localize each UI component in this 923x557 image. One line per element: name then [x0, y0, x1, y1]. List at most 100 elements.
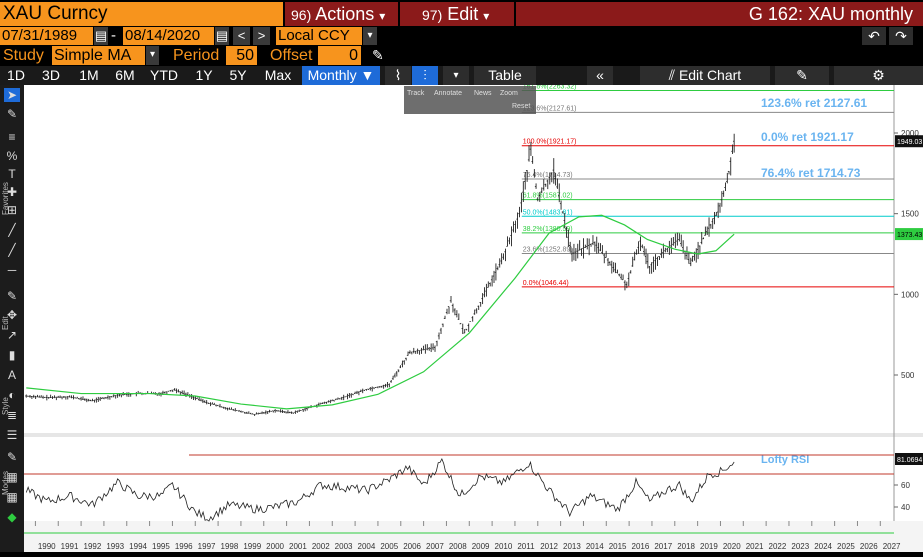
range-max[interactable]: Max	[264, 67, 292, 83]
undo-icon[interactable]: ↶	[862, 27, 886, 45]
pencil-icon[interactable]: ✎	[6, 289, 18, 303]
color-icon[interactable]: ◆	[7, 510, 17, 524]
prev-period-button[interactable]: <	[233, 27, 250, 45]
range-ytd[interactable]: YTD	[150, 67, 178, 83]
line-chart-icon[interactable]: ⌇	[385, 66, 411, 85]
line-width-icon[interactable]: ☰	[6, 428, 18, 442]
hline-tool-icon[interactable]: ─	[7, 263, 17, 277]
trash-icon[interactable]: ▮	[8, 348, 16, 362]
x-tick-label: 2002	[312, 542, 330, 551]
rsi-line	[25, 458, 735, 522]
x-tick-label: 2024	[814, 542, 832, 551]
calendar-icon[interactable]: ▤	[215, 27, 229, 45]
chevron-down-icon[interactable]: ▾	[363, 27, 377, 45]
actions-label: Actions	[315, 4, 375, 24]
chevron-down-icon[interactable]: ▾	[146, 46, 159, 65]
range-6m[interactable]: 6M	[115, 67, 135, 83]
rsi-last-tag	[895, 453, 923, 465]
fib-tool-icon[interactable]: ≡	[8, 130, 16, 144]
study-select[interactable]: Simple MA	[52, 46, 145, 65]
chart-title: G 162: XAU monthly	[516, 2, 923, 26]
rsi-tick-label: 40	[901, 503, 910, 512]
fib-annotation: 76.4% ret 1714.73	[761, 166, 861, 180]
bar-chart-icon[interactable]: ⫶	[412, 66, 438, 85]
actions-menu[interactable]: 96) Actions ▾	[285, 2, 398, 26]
fib-annotation: 123.6% ret 2127.61	[761, 96, 867, 110]
chart-panel[interactable]: 161.8%(2263.32) 123.6%(2127.61) 100.0%(192…	[24, 84, 923, 552]
text-tool-icon[interactable]: T	[8, 167, 16, 181]
title-bar: XAU Curncy 96) Actions ▾ 97) Edit ▾ G 16…	[0, 0, 923, 26]
edit-chart-label: Edit Chart	[678, 67, 742, 83]
offset-input[interactable]: 0	[318, 46, 361, 65]
reset-button[interactable]: Reset	[512, 103, 531, 110]
x-tick-label: 2013	[563, 542, 581, 551]
zoom-button[interactable]: Zoom	[500, 90, 518, 97]
range-1m[interactable]: 1M	[79, 67, 99, 83]
y-tick-label: 2000	[901, 129, 919, 138]
gear-icon[interactable]: ⚙	[834, 66, 923, 85]
font-icon[interactable]: A	[7, 368, 16, 382]
arrow-tool-icon[interactable]: ↗	[6, 328, 18, 342]
range-1y[interactable]: 1Y	[195, 67, 213, 83]
x-tick-label: 2017	[654, 542, 672, 551]
start-date-input[interactable]: 07/31/1989	[0, 27, 93, 45]
table-button[interactable]: Table	[474, 66, 536, 85]
redo-icon[interactable]: ↷	[889, 27, 913, 45]
x-tick-label: 1996	[175, 542, 193, 551]
calendar-icon[interactable]: ▤	[94, 27, 108, 45]
line-style-icon[interactable]: ≣	[6, 408, 18, 422]
edit-label: Edit	[447, 4, 479, 24]
fill-icon[interactable]: ◐	[8, 388, 16, 402]
pen-icon[interactable]: ✎	[6, 107, 18, 121]
move-icon[interactable]: ✥	[6, 308, 18, 322]
currency-select[interactable]: Local CCY	[276, 27, 362, 45]
news-button[interactable]: News	[474, 90, 492, 97]
x-tick-label: 2016	[632, 542, 650, 551]
date-separator: -	[111, 27, 116, 44]
ticker-field[interactable]: XAU Curncy	[0, 2, 283, 26]
fib-label: 61.8%(1587.02)	[523, 193, 573, 200]
chevron-down-icon[interactable]: ▾	[443, 66, 469, 85]
measure-icon[interactable]: ⊞	[6, 203, 18, 217]
end-date-input[interactable]: 08/14/2020	[123, 27, 214, 45]
draw-icon[interactable]: ✎	[775, 66, 829, 85]
mode-icon[interactable]: ▦	[6, 470, 18, 484]
edit-menu[interactable]: 97) Edit ▾	[400, 2, 514, 26]
ray-tool-icon[interactable]: ╱	[8, 243, 16, 257]
fib-annotation: 0.0% ret 1921.17	[761, 130, 854, 144]
y-tick-label: 1500	[901, 210, 919, 219]
cross-icon[interactable]: ✚	[6, 185, 18, 199]
price-chart[interactable]: 161.8%(2263.32) 123.6%(2127.61) 100.0%(192…	[24, 84, 923, 552]
pen-icon[interactable]: ✎	[6, 450, 18, 464]
fib-label: 76.4%(1714.73)	[523, 172, 573, 179]
grid-icon[interactable]: ▦	[6, 490, 18, 504]
line-tool-icon[interactable]: ╱	[8, 223, 16, 237]
x-tick-label: 2020	[723, 542, 741, 551]
range-1d[interactable]: 1D	[7, 67, 25, 83]
x-tick-label: 2019	[700, 542, 718, 551]
modes-label: Modes	[1, 470, 10, 495]
period-input[interactable]: 50	[226, 46, 257, 65]
x-tick-label: 1994	[129, 542, 147, 551]
next-period-button[interactable]: >	[253, 27, 270, 45]
range-3d[interactable]: 3D	[42, 67, 60, 83]
rsi-last-label: 81.0694	[897, 457, 922, 464]
pencil-icon[interactable]: ✎	[372, 47, 384, 63]
track-button[interactable]: Track	[407, 90, 425, 97]
chart-edit-icon: ⫽	[668, 67, 676, 83]
fib-label: 23.6%(1252.89)	[523, 247, 573, 254]
edit-chart-button[interactable]: ⫽ Edit Chart	[640, 66, 770, 85]
percent-icon[interactable]: %	[6, 149, 18, 163]
period-label: Period	[173, 47, 220, 64]
annotate-button[interactable]: Annotate	[434, 90, 463, 97]
edit-num: 97)	[422, 7, 443, 23]
collapse-icon[interactable]: «	[587, 66, 613, 85]
actions-num: 96)	[291, 7, 312, 23]
x-tick-label: 2009	[472, 542, 490, 551]
range-5y[interactable]: 5Y	[229, 67, 247, 83]
x-tick-label: 2001	[289, 542, 307, 551]
chevron-down-icon: ▾	[379, 9, 386, 23]
frequency-select[interactable]: Monthly ▼	[302, 66, 380, 85]
cursor-icon[interactable]: ➤	[4, 88, 20, 102]
x-tick-label: 2000	[266, 542, 284, 551]
